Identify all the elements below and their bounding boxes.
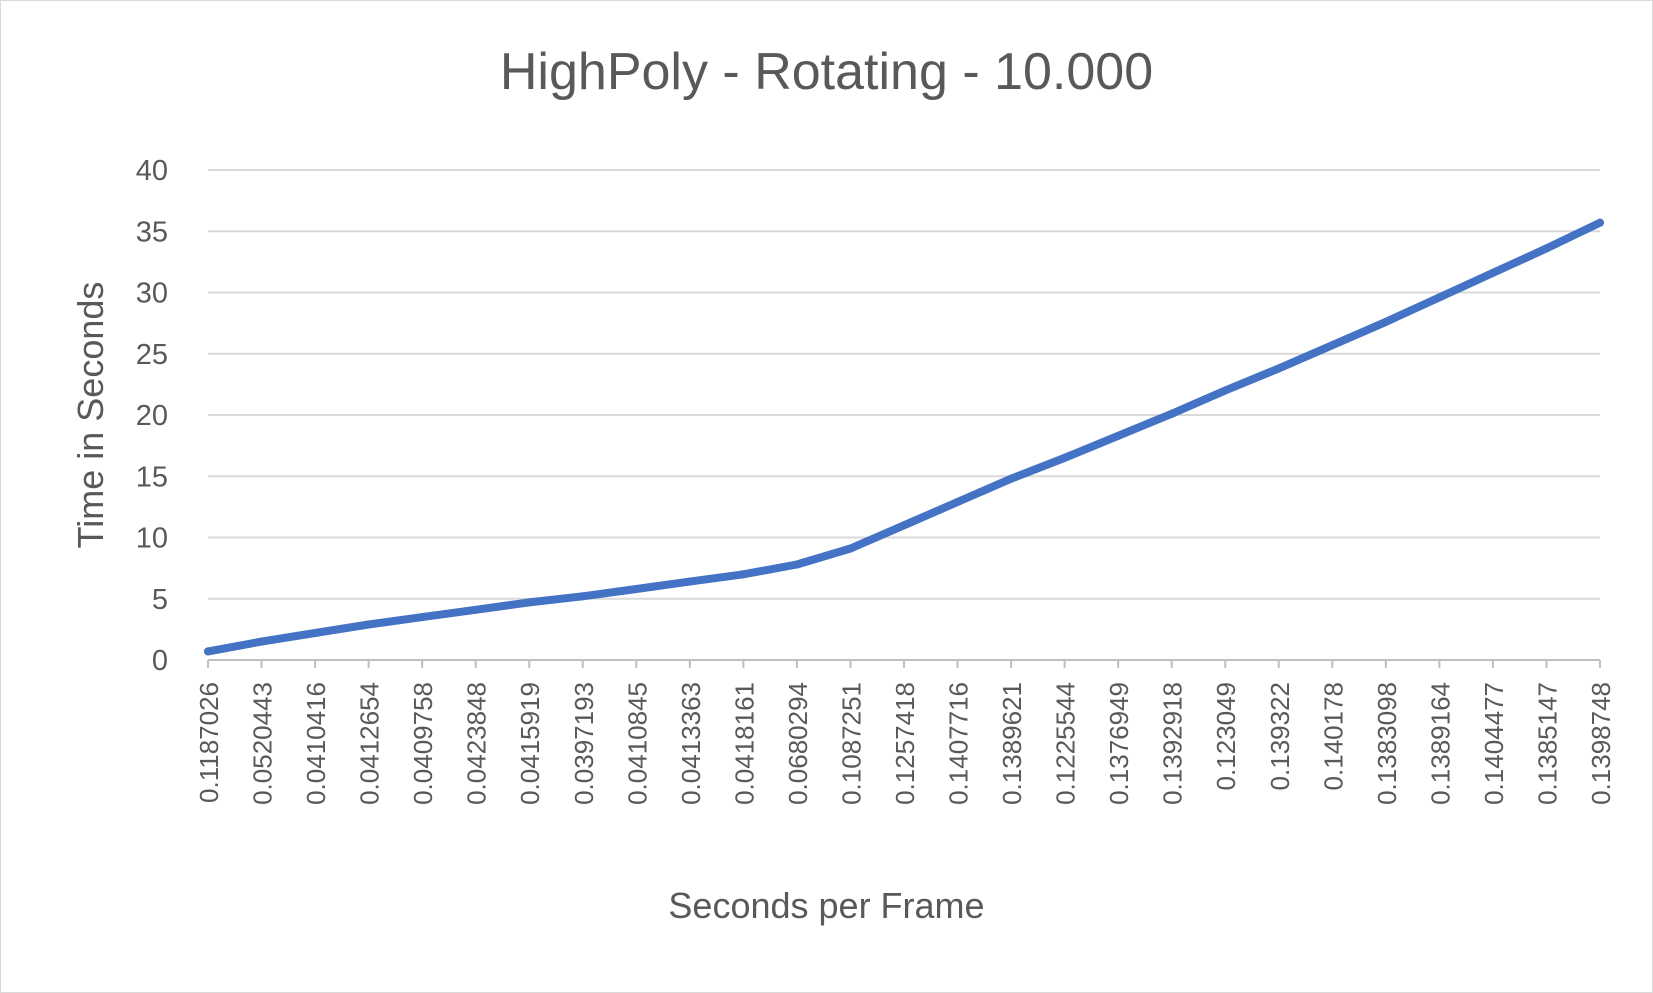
x-tick-label: 0.1398748 [1586, 682, 1616, 805]
x-tick-label: 0.0418161 [729, 682, 759, 805]
data-point [953, 497, 962, 506]
data-point [632, 584, 641, 593]
data-point [900, 521, 908, 530]
y-tick-label: 5 [152, 584, 168, 616]
y-tick-label: 20 [136, 400, 168, 432]
x-tick-label: 0.0412654 [355, 682, 385, 805]
data-point [792, 560, 801, 569]
y-tick-label: 0 [152, 645, 168, 677]
x-tick-label: 0.1407716 [944, 682, 974, 805]
x-tick-label: 0.123049 [1211, 682, 1241, 790]
y-tick-label: 10 [136, 523, 168, 555]
x-tick-label: 0.139322 [1265, 682, 1295, 790]
y-tick-label: 40 [136, 155, 168, 187]
series-layer [204, 218, 1604, 656]
data-point [364, 620, 373, 629]
series-line-0 [204, 218, 1604, 656]
y-tick-label: 30 [136, 278, 168, 310]
x-tick-label: 0.1385147 [1532, 682, 1562, 805]
data-point [1167, 409, 1176, 418]
y-tick-label: 15 [136, 461, 168, 493]
data-point [685, 577, 694, 586]
x-tick-label: 0.0680294 [783, 682, 813, 805]
data-point [578, 592, 587, 601]
data-point [1007, 474, 1016, 483]
data-point [311, 629, 320, 638]
chart-title: HighPoly - Rotating - 10.000 [499, 43, 1154, 101]
y-tick-labels: 0 5 10 15 20 25 30 35 40 [136, 155, 168, 677]
y-tick-label: 25 [136, 339, 168, 371]
data-point [1542, 244, 1551, 253]
data-point [739, 570, 748, 579]
x-tick-label: 0.1187026 [194, 682, 224, 803]
x-tick-label: 0.1404477 [1479, 682, 1509, 805]
x-tick-label: 0.0410845 [622, 682, 652, 805]
x-tick-label: 0.1376949 [1104, 682, 1134, 805]
x-tick-label: 0.1392918 [1158, 682, 1188, 805]
data-point [257, 637, 266, 646]
x-tick-labels: 0.1187026 0.0520443 0.0410416 0.0412654 0.04… [194, 660, 1616, 805]
data-point [204, 647, 212, 656]
gridlines [208, 169, 1600, 661]
data-point [1381, 317, 1390, 326]
data-point [1221, 386, 1230, 395]
x-tick-label: 0.0409758 [408, 682, 438, 805]
x-tick-label: 0.0415919 [515, 682, 545, 805]
data-point [1435, 293, 1444, 302]
x-tick-label: 0.0520443 [248, 682, 278, 805]
data-point [418, 613, 427, 622]
x-tick-label: 0.1087251 [836, 682, 866, 805]
x-tick-label: 0.0423848 [462, 682, 492, 805]
data-point [1596, 218, 1604, 227]
x-tick-label: 0.0397193 [569, 682, 599, 805]
data-point [471, 605, 480, 614]
data-point [1488, 268, 1497, 277]
x-axis-title: Seconds per Frame [668, 885, 985, 926]
x-tick-label: 0.1389164 [1425, 682, 1455, 805]
x-tick-label: 0.140178 [1318, 682, 1348, 790]
x-tick-label: 0.0410416 [301, 682, 331, 805]
x-tick-label: 0.0413363 [676, 682, 706, 805]
data-point [1328, 341, 1337, 350]
data-point [846, 544, 855, 553]
data-point [1274, 364, 1283, 373]
x-tick-label: 0.1225544 [1051, 682, 1081, 805]
x-tick-label: 0.1389621 [997, 682, 1027, 805]
y-tick-label: 35 [136, 216, 168, 248]
x-tick-label: 0.1383098 [1372, 682, 1402, 805]
data-point [1060, 453, 1069, 462]
data-point [525, 598, 534, 607]
data-point [1114, 431, 1123, 440]
x-tick-label: 0.1257418 [890, 682, 920, 805]
